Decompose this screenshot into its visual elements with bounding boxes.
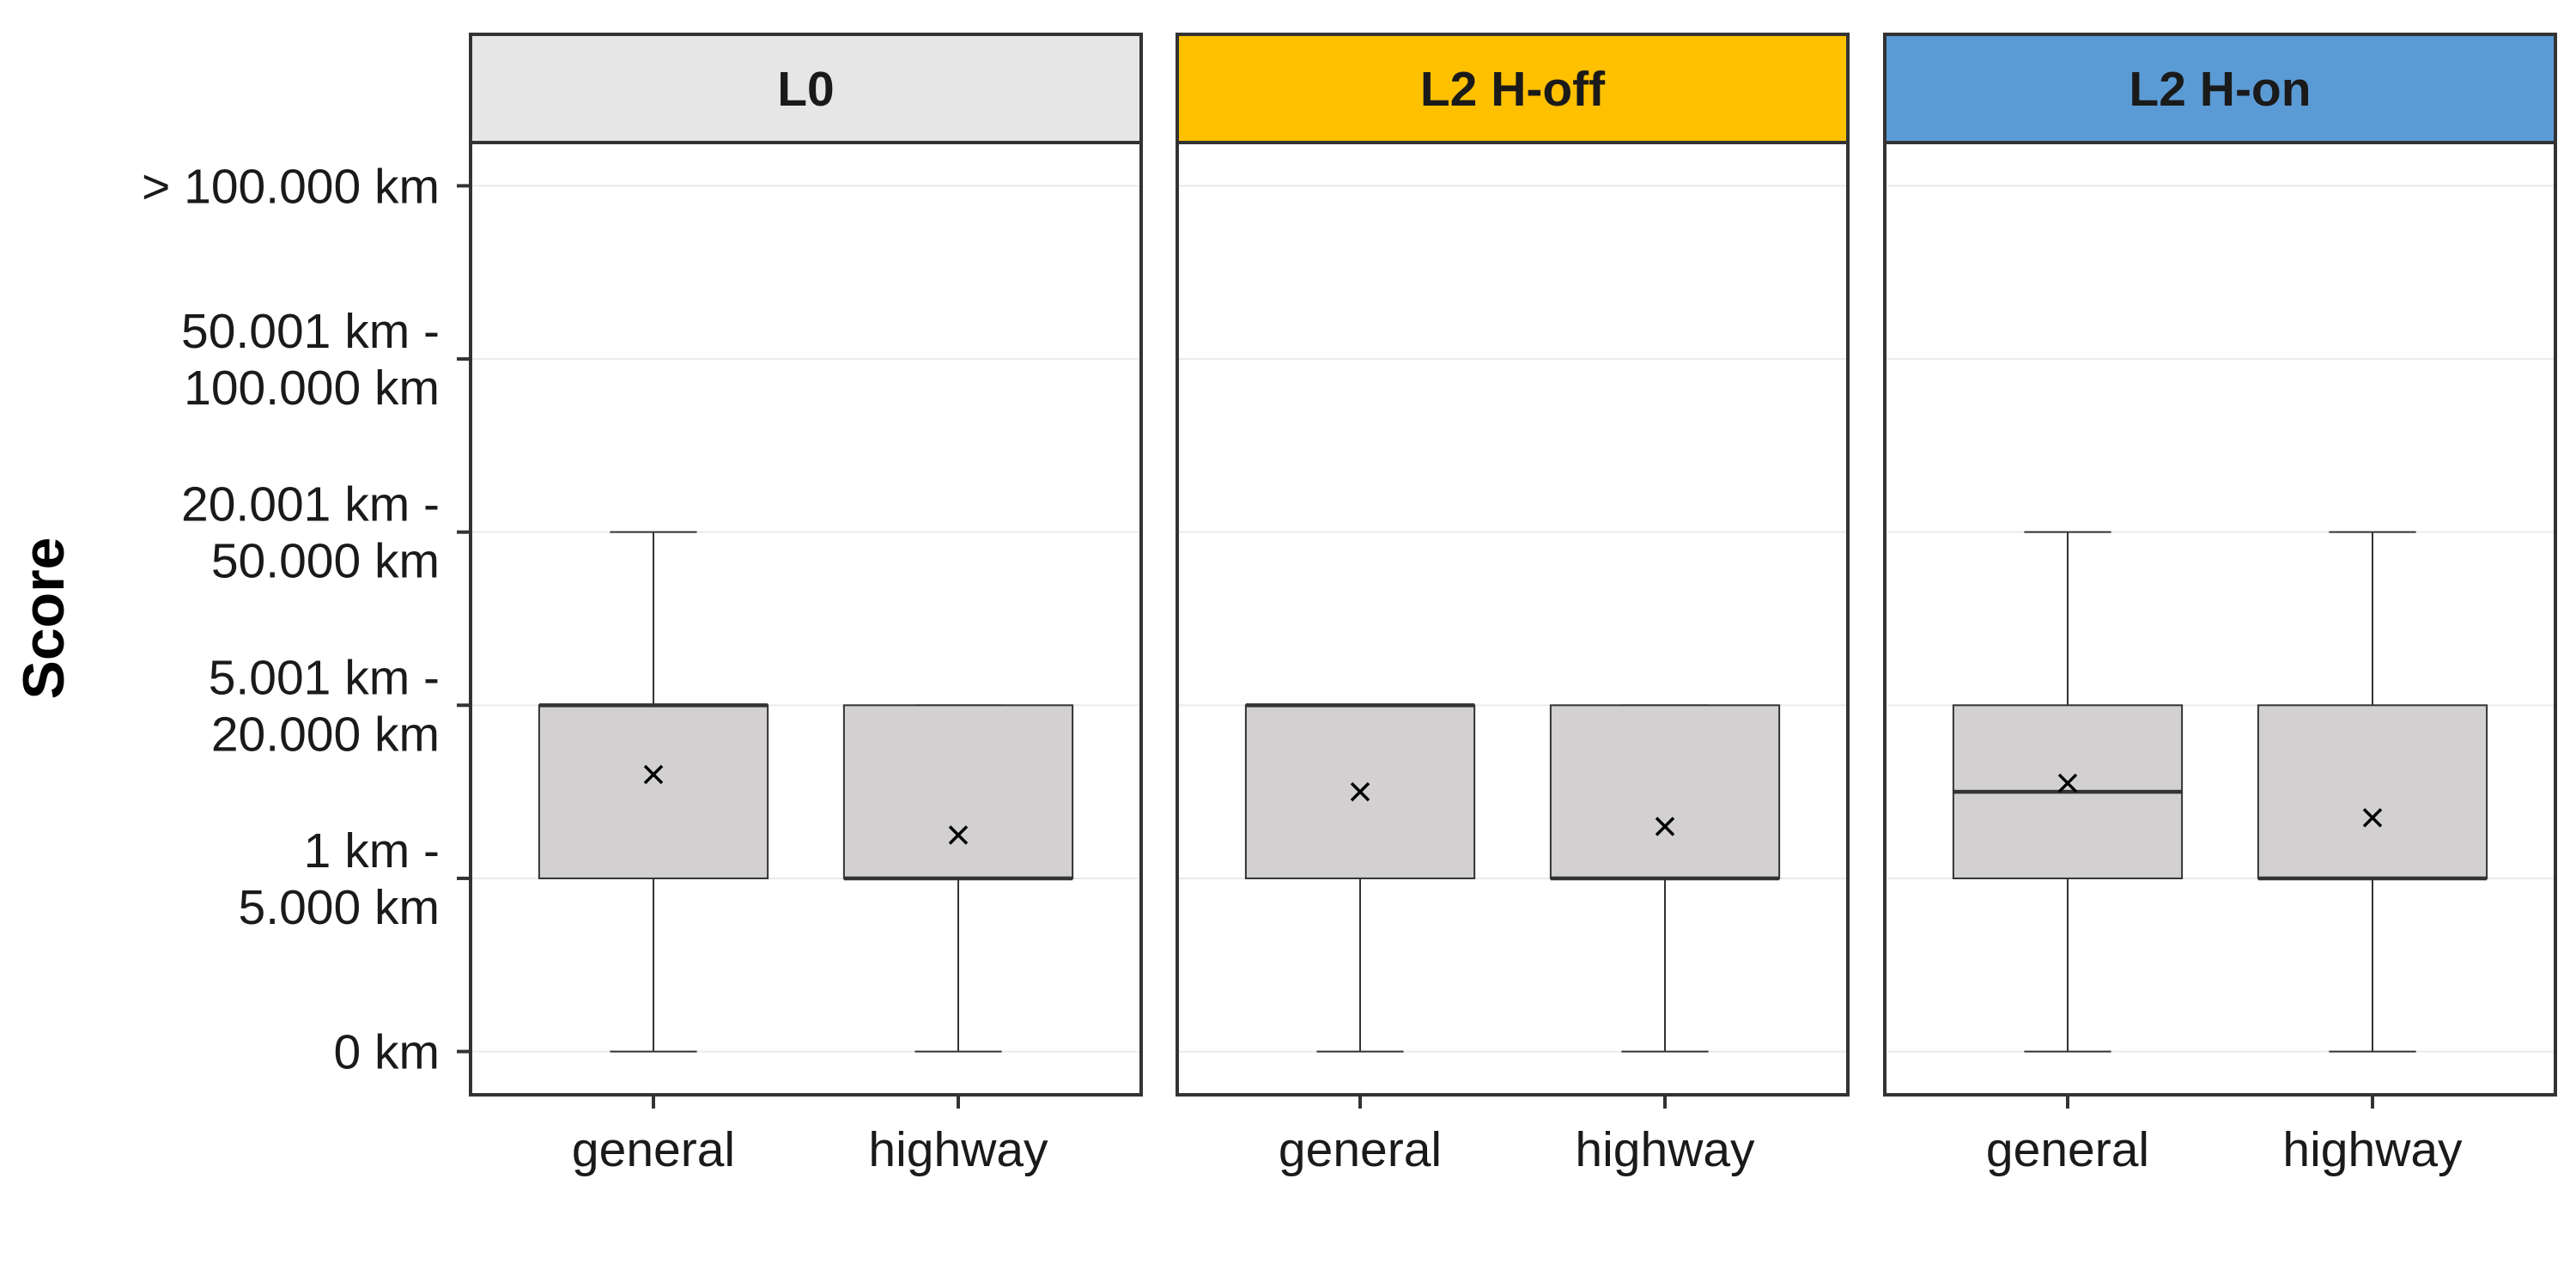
y-tick-label: 100.000 km (184, 361, 440, 416)
x-tick-label: general (572, 1122, 735, 1177)
boxplot-group (1952, 531, 2184, 1053)
mean-marker (643, 764, 664, 785)
x-tick-label: general (1279, 1122, 1442, 1177)
y-tick-labels: 0 km 1 km -5.000 km 5.001 km -20.000 km 20.… (142, 159, 471, 1080)
boxplot-group (1244, 703, 1476, 1053)
facet-panel: L0 general highway (469, 33, 1143, 1177)
y-tick-label: 5.000 km (239, 880, 440, 935)
x-tick-label: highway (868, 1122, 1048, 1177)
facet-strip-label: L0 (777, 62, 835, 117)
y-tick-label: 50.000 km (211, 534, 440, 589)
panel-background (1177, 143, 1848, 1095)
boxplot-group (842, 704, 1074, 1053)
facet-panel: L2 H-on general highway (1883, 33, 2557, 1177)
panel-border (1176, 141, 1850, 1097)
panel-border (469, 141, 1143, 1097)
box-iqr (1549, 704, 1781, 879)
facet-strip-label: L2 H-on (2129, 62, 2311, 117)
box-iqr (2257, 704, 2488, 879)
mean-marker (2057, 773, 2078, 793)
y-tick-label: 1 km - (304, 823, 440, 878)
boxplot-group (1549, 704, 1781, 1053)
y-tick-label: 5.001 km - (209, 650, 440, 705)
panel-background (1885, 143, 2555, 1095)
panel-background (471, 143, 1141, 1095)
mean-marker (2362, 808, 2383, 828)
box-iqr (842, 704, 1074, 879)
mean-marker (948, 825, 969, 845)
y-tick-label: 20.000 km (211, 707, 440, 762)
x-tick-label: highway (1575, 1122, 1755, 1177)
panel-border (1883, 141, 2557, 1097)
boxplot-group (538, 531, 769, 1053)
mean-marker (1350, 781, 1370, 802)
mean-marker (1655, 817, 1675, 836)
facet-panel: L2 H-off general highway (1176, 33, 1850, 1177)
y-tick-label: 20.001 km - (181, 477, 440, 532)
facet-strip-label: L2 H-off (1420, 62, 1606, 117)
y-tick-label: 0 km (333, 1025, 440, 1080)
facet-strip (469, 33, 1143, 144)
facet-strip (1176, 33, 1850, 144)
y-tick-label: > 100.000 km (142, 159, 440, 214)
y-axis-title: Score (11, 538, 76, 700)
boxplot-group (2257, 531, 2488, 1053)
x-tick-label: general (1986, 1122, 2149, 1177)
y-tick-label: 50.001 km - (181, 304, 440, 359)
box-iqr (538, 704, 769, 879)
x-tick-label: highway (2282, 1122, 2463, 1177)
facet-strip (1883, 33, 2557, 144)
